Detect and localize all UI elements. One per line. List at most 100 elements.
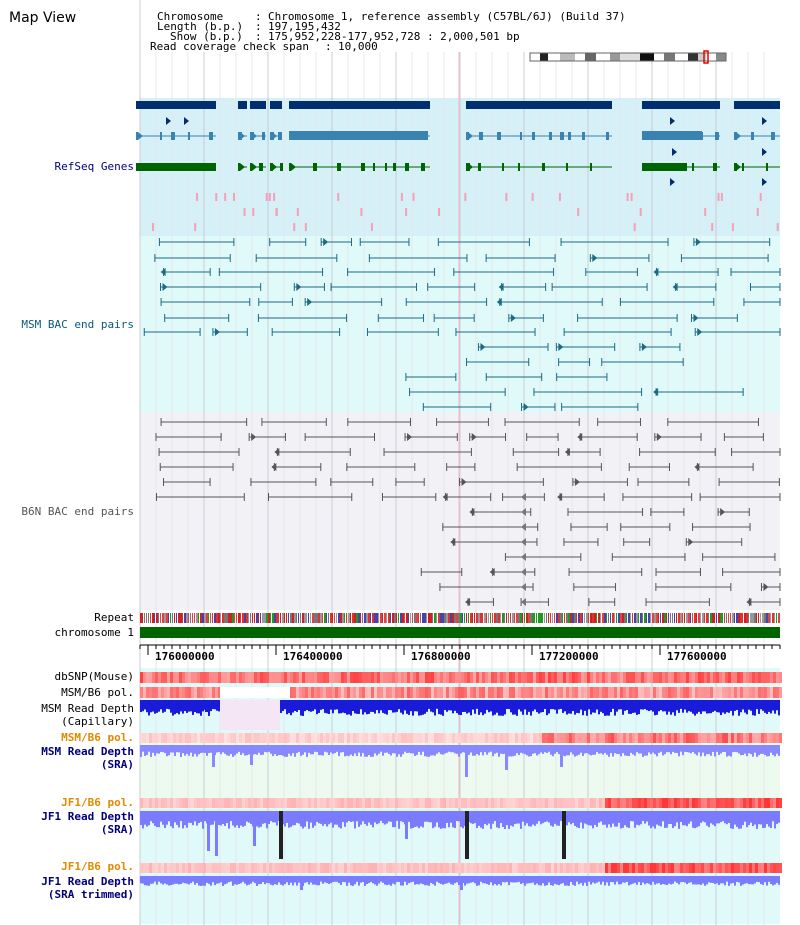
read-depth-bar [678, 811, 680, 829]
read-depth-bar [656, 700, 658, 715]
track-label-jf1-depth-trimmed[interactable]: JF1 Read Depth [41, 875, 134, 888]
read-depth-bar [672, 811, 674, 829]
read-depth-bar [688, 745, 690, 753]
polymorphism-cell [446, 733, 449, 743]
track-label-msm-bac[interactable]: MSM BAC end pairs [21, 318, 134, 331]
read-depth-bar [308, 700, 310, 712]
read-depth-bar [718, 876, 720, 885]
read-depth-bar [228, 745, 230, 756]
polymorphism-cell [452, 863, 455, 873]
repeat-element [694, 613, 696, 623]
read-depth-bar [348, 876, 350, 883]
track-label-msm-depth-sra[interactable]: MSM Read Depth [41, 745, 134, 758]
repeat-element [396, 613, 397, 623]
polymorphism-cell [332, 863, 335, 873]
polymorphism-cell [206, 863, 209, 873]
read-depth-bar [420, 745, 422, 755]
gene-strand-marker [240, 132, 245, 140]
repeat-element [444, 613, 446, 623]
read-depth-bar [644, 811, 646, 824]
polymorphism-cell [419, 863, 422, 873]
polymorphism-cell [695, 672, 698, 683]
polymorphism-cell [539, 733, 542, 743]
bac-end-arrow [469, 508, 475, 516]
track-label-jf1-b6-pol-2[interactable]: JF1/B6 pol. [61, 860, 134, 873]
polymorphism-cell [506, 733, 509, 743]
polymorphism-cell [515, 672, 518, 683]
read-depth-bar [224, 811, 226, 826]
read-depth-bar [140, 811, 142, 826]
read-depth-bar [152, 876, 154, 884]
repeat-element [770, 613, 771, 623]
track-label-msm-b6-pol-2[interactable]: MSM/B6 pol. [61, 731, 134, 744]
repeat-element [196, 613, 198, 623]
read-depth-bar [178, 876, 180, 885]
polymorphism-cell [218, 672, 221, 683]
track-label-msm-depth-capillary[interactable]: MSM Read Depth [41, 702, 134, 715]
repeat-element [482, 613, 483, 623]
track-label-dbsnp[interactable]: dbSNP(Mouse) [54, 670, 134, 683]
repeat-element [712, 613, 714, 623]
polymorphism-cell [185, 798, 188, 808]
read-depth-bar [222, 811, 224, 824]
read-depth-bar [558, 745, 560, 755]
bac-end-arrow [521, 508, 526, 516]
polymorphism-cell [722, 798, 725, 808]
polymorphism-cell [509, 687, 512, 698]
read-depth-bar [488, 745, 490, 753]
read-depth-bar [636, 876, 638, 885]
track-label-jf1-b6-pol[interactable]: JF1/B6 pol. [61, 796, 134, 809]
read-depth-bar [582, 811, 584, 829]
bac-end-arrow [693, 314, 699, 322]
read-depth-bar [712, 876, 714, 884]
polymorphism-cell [239, 798, 242, 808]
read-depth-bar [298, 876, 300, 883]
track-label-jf1-depth-sra[interactable]: JF1 Read Depth [41, 810, 134, 823]
polymorphism-cell [461, 733, 464, 743]
read-depth-bar [666, 745, 668, 753]
polymorphism-cell [527, 863, 530, 873]
ideogram-band [610, 53, 620, 61]
polymorphism-cell [515, 863, 518, 873]
polymorphism-cell [605, 863, 608, 873]
repeat-element [302, 613, 304, 623]
repeat-element [418, 613, 419, 623]
read-depth-bar [662, 700, 664, 712]
repeat-element [412, 613, 413, 623]
read-depth-bar [528, 811, 530, 827]
polymorphism-cell [269, 733, 272, 743]
chromosome-sep: : [255, 10, 262, 23]
polymorphism-cell [488, 798, 491, 808]
read-depth-bar [390, 745, 392, 756]
read-depth-bar [276, 745, 278, 756]
polymorphism-cell [347, 687, 350, 698]
repeat-element [238, 613, 240, 623]
read-depth-bar [604, 700, 606, 716]
read-depth-bar [686, 700, 688, 713]
read-depth-bar [356, 745, 358, 757]
polymorphism-cell [704, 863, 707, 873]
track-label-b6n-bac[interactable]: B6N BAC end pairs [21, 505, 134, 518]
track-label-repeat[interactable]: Repeat [94, 611, 134, 624]
gene-exon [497, 132, 501, 140]
track-label-chromosome[interactable]: chromosome 1 [54, 626, 134, 639]
repeat-element [626, 613, 627, 623]
track-label-msm-b6-pol[interactable]: MSM/B6 pol. [61, 686, 134, 699]
track-label-refseq[interactable]: RefSeq Genes [54, 160, 134, 173]
polymorphism-cell [317, 672, 320, 683]
read-depth-bar [648, 700, 650, 712]
read-depth-bar [322, 876, 324, 884]
read-depth-bar [192, 745, 194, 757]
read-depth-bar [572, 876, 574, 885]
read-depth-bar [684, 811, 686, 826]
read-depth-bar [426, 811, 428, 822]
repeat-element [564, 613, 565, 623]
read-depth-bar [164, 811, 166, 828]
polymorphism-cell [224, 863, 227, 873]
repeat-element [370, 613, 371, 623]
repeat-element [212, 613, 213, 623]
read-depth-bar [314, 745, 316, 752]
polymorphism-cell [563, 798, 566, 808]
repeat-element [698, 613, 700, 623]
